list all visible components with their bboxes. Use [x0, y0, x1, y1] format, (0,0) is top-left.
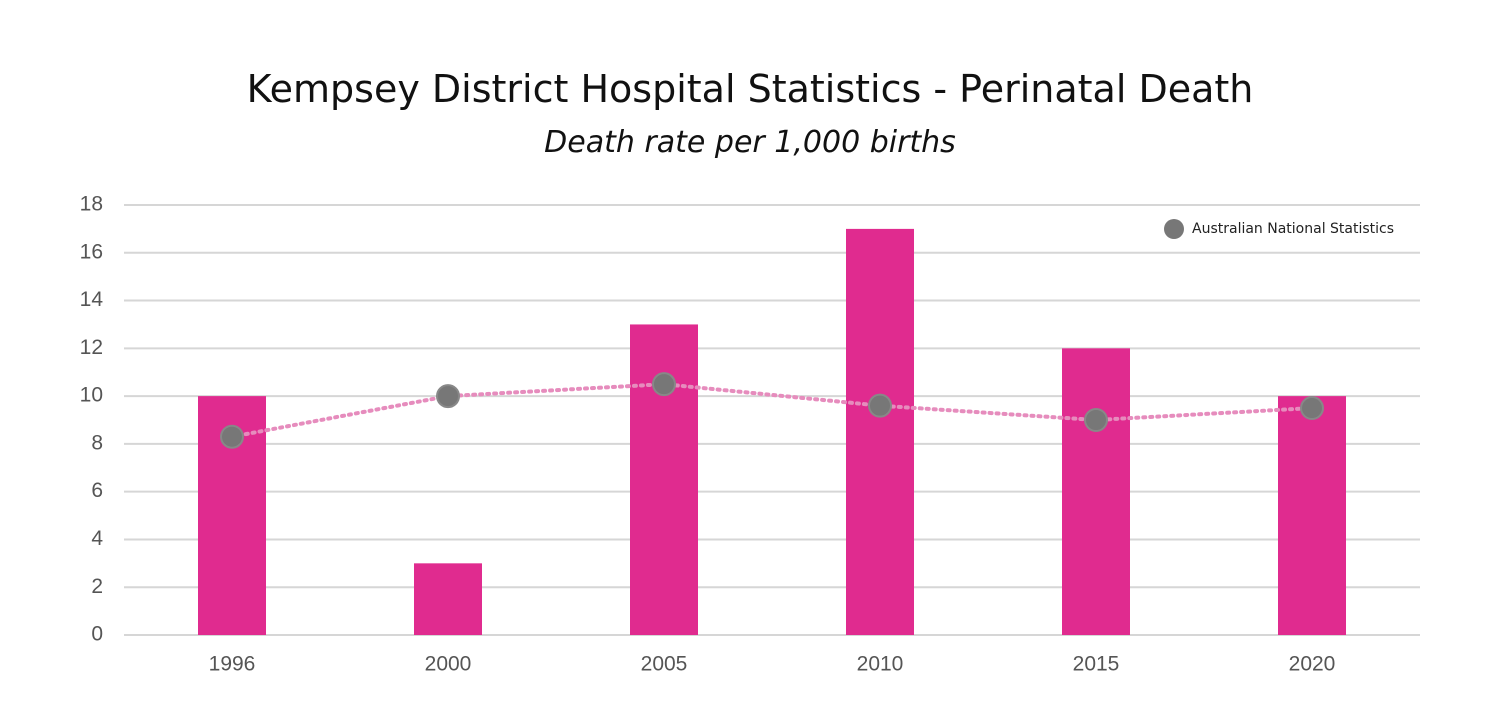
x-tick-label: 2005: [641, 653, 688, 676]
legend-label: Australian National Statistics: [1192, 221, 1394, 237]
x-tick-label: 1996: [209, 653, 256, 676]
bar: [414, 563, 482, 635]
bar: [1278, 396, 1346, 635]
y-tick-label: 10: [80, 384, 103, 407]
point: [220, 424, 244, 449]
y-tick-label: 6: [91, 479, 103, 502]
point: [436, 384, 460, 409]
y-tick-label: 12: [80, 336, 103, 359]
point: [652, 372, 676, 397]
x-tick-label: 2020: [1289, 653, 1336, 676]
x-tick-label: 2000: [425, 653, 472, 676]
chart-subtitle: Death rate per 1,000 births: [544, 125, 956, 160]
line: [230, 382, 1314, 439]
y-tick-label: 0: [91, 623, 103, 646]
chart-title: Kempsey District Hospital Statistics - P…: [247, 67, 1254, 111]
x-tick-label: 2010: [857, 653, 904, 676]
x-tick-label: 2015: [1073, 653, 1120, 676]
y-tick-label: 2: [91, 575, 103, 598]
point: [1300, 396, 1324, 421]
legend-marker: [1164, 219, 1184, 239]
point: [868, 393, 892, 418]
y-tick-label: 8: [91, 431, 103, 454]
bar: [1062, 348, 1130, 635]
point: [1084, 408, 1108, 432]
y-tick-label: 4: [91, 527, 103, 550]
y-tick-label: 14: [80, 288, 104, 311]
bar: [630, 324, 698, 635]
bar: [846, 228, 914, 635]
y-tick-label: 16: [80, 240, 103, 263]
y-tick-label: 18: [80, 193, 103, 216]
